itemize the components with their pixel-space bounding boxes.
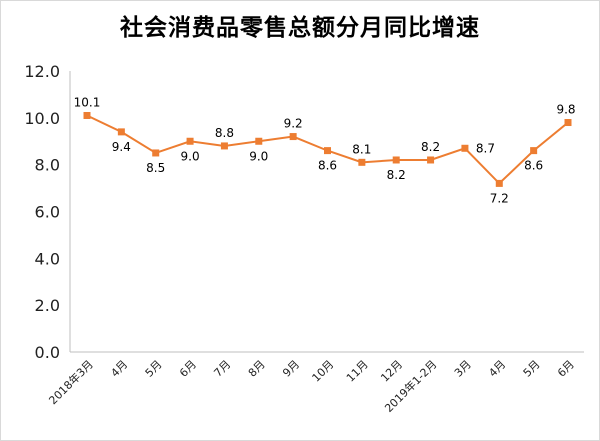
data-point-marker <box>83 111 91 119</box>
y-tick-label: 6.0 <box>35 203 60 222</box>
y-tick-label: 10.0 <box>24 109 60 128</box>
data-label: 9.8 <box>556 103 575 117</box>
x-tick-label: 6月 <box>177 358 199 380</box>
data-label: 7.2 <box>490 191 509 205</box>
axes <box>69 71 584 353</box>
data-point-marker <box>186 137 194 145</box>
data-label: 8.5 <box>146 161 165 175</box>
chart-title: 社会消费品零售总额分月同比增速 <box>120 15 480 41</box>
data-label: 9.4 <box>112 140 131 154</box>
data-label: 9.0 <box>249 149 268 163</box>
data-label: 10.1 <box>74 95 101 109</box>
data-point-marker <box>255 137 263 145</box>
data-label: 8.8 <box>215 126 234 140</box>
data-point-marker <box>530 147 538 155</box>
y-tick-labels: 0.0 2.0 4.0 6.0 8.0 10.0 12.0 <box>24 62 60 362</box>
x-tick-label: 6月 <box>555 358 577 380</box>
series-line <box>83 111 572 187</box>
data-label: 8.1 <box>352 142 371 156</box>
data-point-marker <box>392 156 400 164</box>
data-label: 9.0 <box>181 149 200 163</box>
data-label: 9.2 <box>284 117 303 131</box>
data-point-marker <box>152 149 160 157</box>
x-tick-label: 11月 <box>344 358 371 385</box>
data-point-marker <box>324 147 331 155</box>
data-point-marker <box>289 133 297 141</box>
data-point-marker <box>564 119 572 127</box>
x-tick-label: 5月 <box>143 358 165 380</box>
x-tick-label: 10月 <box>310 358 337 385</box>
x-tick-label: 3月 <box>452 358 474 380</box>
y-tick-label: 8.0 <box>35 156 60 175</box>
data-point-marker <box>220 142 228 150</box>
x-tick-label: 4月 <box>108 358 130 380</box>
x-tick-label: 8月 <box>246 358 268 380</box>
data-point-marker <box>461 144 469 152</box>
data-label: 8.7 <box>476 141 495 155</box>
y-tick-label: 12.0 <box>24 62 60 81</box>
data-label: 8.6 <box>524 159 543 173</box>
x-tick-label: 5月 <box>521 358 543 380</box>
data-point-marker <box>117 128 125 136</box>
data-label: 8.2 <box>387 168 406 182</box>
data-label: 8.6 <box>318 159 337 173</box>
data-point-marker <box>358 158 366 166</box>
y-tick-label: 0.0 <box>35 343 60 362</box>
data-label: 8.2 <box>421 140 440 154</box>
y-tick-label: 2.0 <box>35 296 60 315</box>
x-tick-label: 4月 <box>486 358 508 380</box>
y-tick-label: 4.0 <box>35 249 60 268</box>
x-tick-label: 2018年3月 <box>46 357 96 407</box>
data-point-marker <box>427 156 435 164</box>
data-labels: 10.1 9.4 8.5 9.0 8.8 9.0 9.2 8.6 8.1 8.2 8.2 8.7 7.2… <box>74 95 576 205</box>
data-point-marker <box>495 179 503 187</box>
x-tick-label: 12月 <box>378 358 405 385</box>
x-tick-label: 9月 <box>280 358 302 380</box>
x-tick-label: 7月 <box>211 358 233 380</box>
